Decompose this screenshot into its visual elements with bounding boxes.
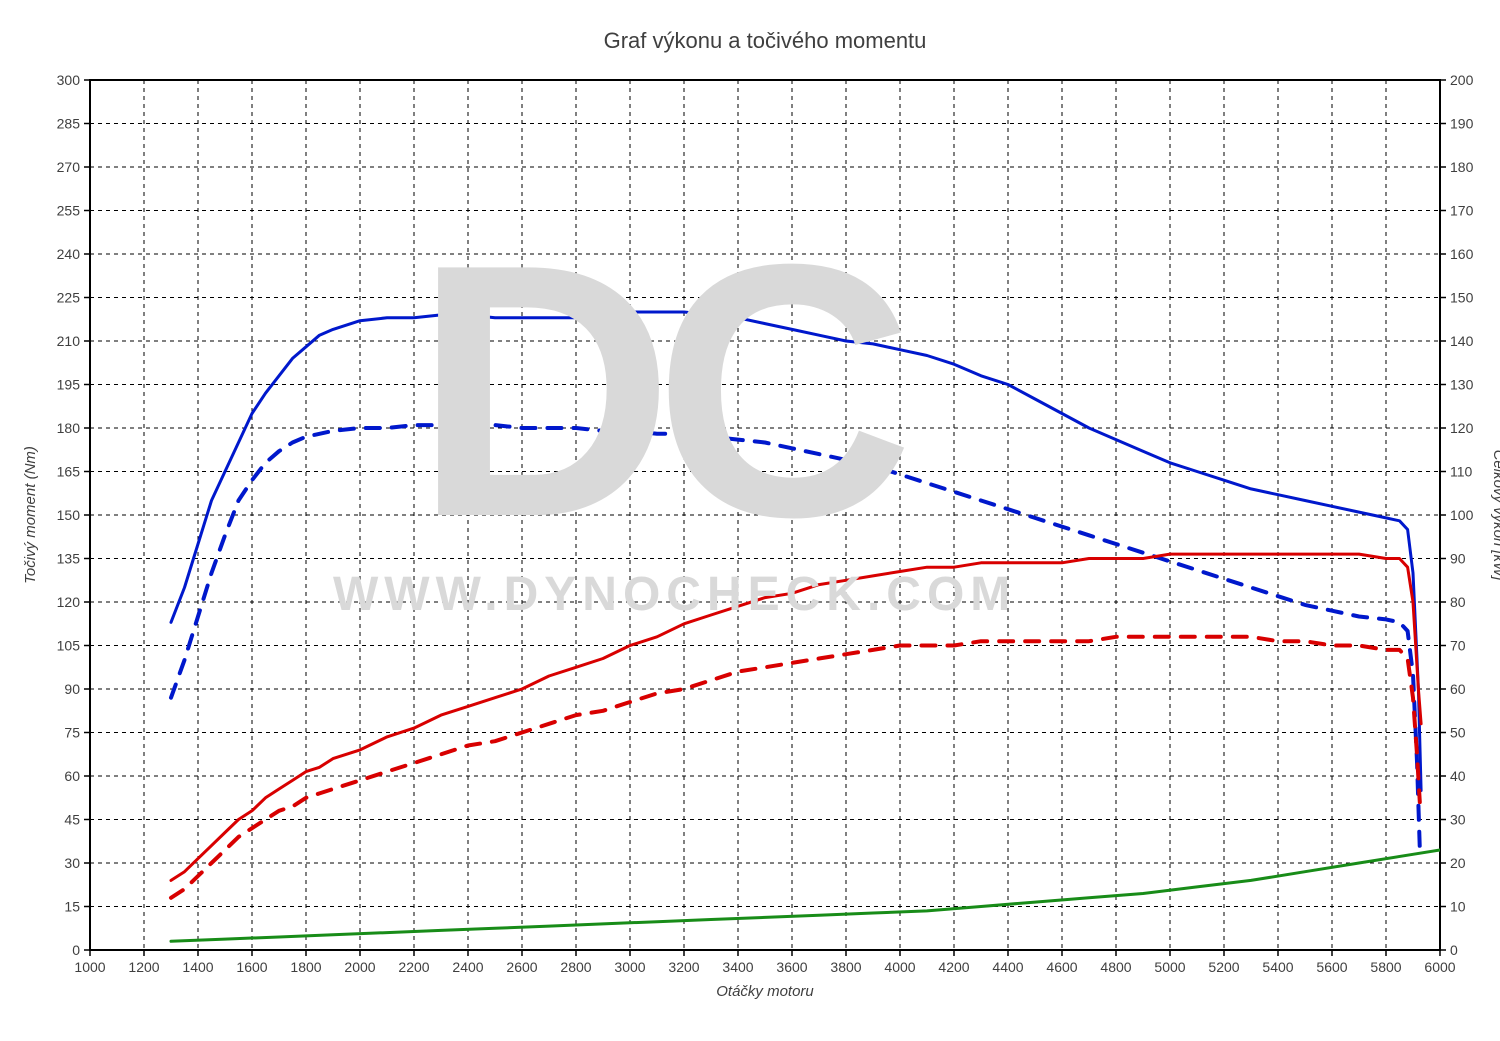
chart-bg xyxy=(0,0,1500,1041)
xtick-label: 1800 xyxy=(290,959,321,975)
xtick-label: 6000 xyxy=(1424,959,1455,975)
ytick-right-label: 20 xyxy=(1450,855,1466,871)
ytick-left-label: 225 xyxy=(57,290,81,306)
xtick-label: 3800 xyxy=(830,959,861,975)
ytick-left-label: 300 xyxy=(57,72,81,88)
xtick-label: 2800 xyxy=(560,959,591,975)
xtick-label: 2000 xyxy=(344,959,375,975)
ytick-left-label: 195 xyxy=(57,377,81,393)
ytick-left-label: 240 xyxy=(57,246,81,262)
xtick-label: 2400 xyxy=(452,959,483,975)
ytick-left-label: 255 xyxy=(57,203,81,219)
ytick-left-label: 90 xyxy=(64,681,80,697)
xtick-label: 3000 xyxy=(614,959,645,975)
ytick-left-label: 105 xyxy=(57,638,81,654)
y-right-axis-label: Celkový výkon [kW] xyxy=(1490,450,1500,582)
ytick-right-label: 100 xyxy=(1450,507,1474,523)
xtick-label: 4000 xyxy=(884,959,915,975)
ytick-left-label: 270 xyxy=(57,159,81,175)
ytick-right-label: 120 xyxy=(1450,420,1474,436)
ytick-right-label: 200 xyxy=(1450,72,1474,88)
ytick-right-label: 180 xyxy=(1450,159,1474,175)
xtick-label: 1200 xyxy=(128,959,159,975)
chart-title: Graf výkonu a točivého momentu xyxy=(604,28,927,53)
xtick-label: 5800 xyxy=(1370,959,1401,975)
ytick-left-label: 30 xyxy=(64,855,80,871)
xtick-label: 3600 xyxy=(776,959,807,975)
ytick-left-label: 210 xyxy=(57,333,81,349)
ytick-right-label: 150 xyxy=(1450,290,1474,306)
ytick-right-label: 30 xyxy=(1450,812,1466,828)
ytick-right-label: 90 xyxy=(1450,551,1466,567)
ytick-right-label: 110 xyxy=(1450,464,1473,480)
ytick-left-label: 45 xyxy=(64,812,80,828)
xtick-label: 2600 xyxy=(506,959,537,975)
ytick-right-label: 70 xyxy=(1450,638,1466,654)
xtick-label: 3400 xyxy=(722,959,753,975)
ytick-left-label: 75 xyxy=(64,725,80,741)
ytick-right-label: 80 xyxy=(1450,594,1466,610)
ytick-right-label: 140 xyxy=(1450,333,1474,349)
xtick-label: 4600 xyxy=(1046,959,1077,975)
xtick-label: 1000 xyxy=(74,959,105,975)
ytick-left-label: 150 xyxy=(57,507,81,523)
ytick-right-label: 10 xyxy=(1450,899,1466,915)
xtick-label: 5000 xyxy=(1154,959,1185,975)
ytick-right-label: 190 xyxy=(1450,116,1474,132)
xtick-label: 4400 xyxy=(992,959,1023,975)
ytick-right-label: 40 xyxy=(1450,768,1466,784)
xtick-label: 1600 xyxy=(236,959,267,975)
dyno-chart: 1000120014001600180020002200240026002800… xyxy=(0,0,1500,1041)
xtick-label: 1400 xyxy=(182,959,213,975)
xtick-label: 3200 xyxy=(668,959,699,975)
ytick-right-label: 0 xyxy=(1450,942,1458,958)
ytick-left-label: 285 xyxy=(57,116,81,132)
ytick-right-label: 130 xyxy=(1450,377,1474,393)
xtick-label: 5400 xyxy=(1262,959,1293,975)
xtick-label: 4200 xyxy=(938,959,969,975)
ytick-right-label: 160 xyxy=(1450,246,1474,262)
ytick-left-label: 180 xyxy=(57,420,81,436)
ytick-left-label: 120 xyxy=(57,594,81,610)
xtick-label: 5200 xyxy=(1208,959,1239,975)
x-axis-label: Otáčky motoru xyxy=(716,983,814,1000)
ytick-right-label: 50 xyxy=(1450,725,1466,741)
y-left-axis-label: Točivý moment (Nm) xyxy=(22,446,39,584)
xtick-label: 4800 xyxy=(1100,959,1131,975)
ytick-right-label: 60 xyxy=(1450,681,1466,697)
ytick-left-label: 15 xyxy=(64,899,80,915)
xtick-label: 5600 xyxy=(1316,959,1347,975)
ytick-left-label: 165 xyxy=(57,464,81,480)
chart-svg: 1000120014001600180020002200240026002800… xyxy=(0,0,1500,1041)
xtick-label: 2200 xyxy=(398,959,429,975)
ytick-right-label: 170 xyxy=(1450,203,1474,219)
ytick-left-label: 0 xyxy=(72,942,80,958)
ytick-left-label: 60 xyxy=(64,768,80,784)
ytick-left-label: 135 xyxy=(57,551,81,567)
